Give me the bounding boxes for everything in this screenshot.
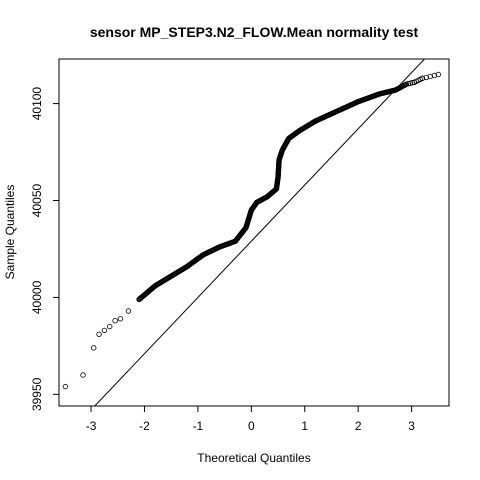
data-point [62,383,69,390]
sample-points [62,71,442,390]
data-point [101,327,108,334]
x-tick-label: -1 [193,419,204,433]
reference-line [94,59,426,406]
x-tick-label: 2 [355,419,362,433]
data-point [405,81,411,87]
x-axis-label: Theoretical Quantiles [197,451,310,465]
y-tick-label: 40100 [30,87,44,121]
chart-title: sensor MP_STEP3.N2_FLOW.Mean normality t… [90,24,419,40]
data-point [107,323,113,330]
data-point [427,73,434,80]
data-point [91,345,97,351]
x-axis: -3 -2 -1 0 1 2 3 [86,405,415,433]
x-tick-label: 3 [408,419,415,433]
y-axis-label: Sample Quantiles [3,185,17,280]
data-point [125,308,132,314]
data-point [112,318,118,324]
data-point [435,71,442,78]
y-tick-label: 40050 [30,184,44,218]
data-point [403,81,409,87]
x-tick-label: 1 [301,419,308,433]
x-tick-label: -3 [86,419,97,433]
data-point [96,331,102,337]
data-point [407,80,413,86]
y-tick-label: 40000 [30,280,44,314]
data-point [423,74,429,81]
y-tick-label: 39950 [30,377,44,411]
x-tick-label: -2 [139,419,150,433]
plot-frame [58,58,450,407]
data-point [431,72,438,79]
y-axis: 39950 40000 40050 40100 [30,87,60,411]
data-point [80,372,86,378]
data-point [117,316,124,322]
x-tick-label: 0 [248,419,255,433]
data-point [419,75,425,82]
